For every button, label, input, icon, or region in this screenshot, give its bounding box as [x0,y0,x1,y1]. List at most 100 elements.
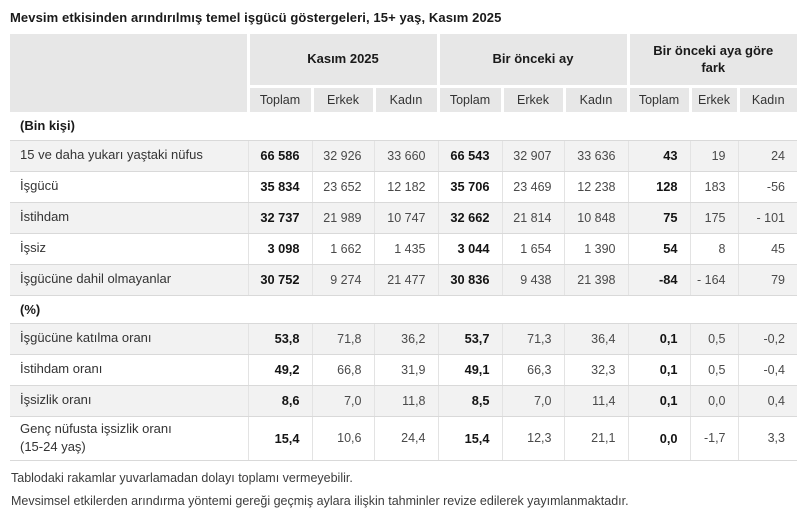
table-cell: 0,5 [689,323,738,355]
table-cell: -1,7 [689,416,738,461]
table-cell: 23 652 [311,171,374,203]
colgroup-kasim-2025: Kasım 2025 [246,34,438,88]
table-cell: 0,0 [627,416,690,461]
table-cell: 12 182 [373,171,438,203]
table-cell: 21,1 [563,416,628,461]
table-row: Genç nüfusta işsizlik oranı (15-24 yaş) … [10,416,797,461]
table-cell: 1 662 [311,233,374,265]
table-cell: 7,0 [311,385,374,417]
table-row: İşsizlik oranı 8,6 7,0 11,8 8,5 7,0 11,4… [10,385,797,417]
table-cell: 66,8 [311,354,374,386]
table-cell: 36,4 [563,323,628,355]
table-cell: 10 848 [563,202,628,234]
colgroup-bir-onceki-ay: Bir önceki ay [436,34,628,88]
table-cell: 0,0 [689,385,738,417]
table-cell: 21 814 [501,202,564,234]
labour-force-table: Kasım 2025 Bir önceki ay Bir önceki aya … [10,34,797,461]
footnotes: Tablodaki rakamlar yuvarlamadan dolayı t… [10,471,796,508]
table-cell: -56 [737,171,797,203]
table-row: İşgücü 35 834 23 652 12 182 35 706 23 46… [10,171,797,203]
table-cell: 9 438 [501,264,564,296]
table-cell: - 164 [689,264,738,296]
table-cell: 8,5 [437,385,502,417]
table-cell: 32 907 [501,140,564,172]
table-cell: 15,4 [247,416,312,461]
table-cell: 32 662 [437,202,502,234]
row-label: İşgücüne dahil olmayanlar [10,264,248,296]
row-label: İşgücüne katılma oranı [10,323,248,355]
table-cell: 3,3 [737,416,797,461]
table-cell: 36,2 [373,323,438,355]
subheader-kadin: Kadın [562,86,628,112]
table-cell: 35 706 [437,171,502,203]
table-row: İstihdam oranı 49,2 66,8 31,9 49,1 66,3 … [10,354,797,386]
table-cell: 23 469 [501,171,564,203]
subheader-kadin: Kadın [736,86,797,112]
sub-header-row: Toplam Erkek Kadın Toplam Erkek Kadın To… [10,86,797,112]
table-cell: 0,1 [627,385,690,417]
table-cell: 54 [627,233,690,265]
table-cell: 24 [737,140,797,172]
subheader-toplam: Toplam [436,86,502,112]
subheader-erkek: Erkek [688,86,738,112]
table-cell: 1 654 [501,233,564,265]
table-cell: 3 044 [437,233,502,265]
row-label: 15 ve daha yukarı yaştaki nüfus [10,140,248,172]
row-label: İşsiz [10,233,248,265]
table-cell: 9 274 [311,264,374,296]
group-header-row: Kasım 2025 Bir önceki ay Bir önceki aya … [10,34,797,112]
table-cell: 7,0 [501,385,564,417]
section-row-bin-kisi: (Bin kişi) [10,112,797,141]
table-cell: 32 737 [247,202,312,234]
table-cell: 49,1 [437,354,502,386]
table-cell: 66 586 [247,140,312,172]
section-label: (Bin kişi) [10,112,797,141]
table-cell: 10,6 [311,416,374,461]
table-cell: 0,4 [737,385,797,417]
table-cell: 19 [689,140,738,172]
table-cell: 24,4 [373,416,438,461]
table-cell: 1 435 [373,233,438,265]
row-label: Genç nüfusta işsizlik oranı (15-24 yaş) [10,416,248,461]
row-label: İşsizlik oranı [10,385,248,417]
subheader-erkek: Erkek [500,86,564,112]
table-cell: 66,3 [501,354,564,386]
table-body: (Bin kişi) 15 ve daha yukarı yaştaki nüf… [10,112,797,461]
subheader-toplam: Toplam [626,86,690,112]
section-label: (%) [10,295,797,324]
table-cell: -84 [627,264,690,296]
table-cell: 3 098 [247,233,312,265]
table-cell: 31,9 [373,354,438,386]
table-cell: 1 390 [563,233,628,265]
table-row: İşsiz 3 098 1 662 1 435 3 044 1 654 1 39… [10,233,797,265]
table-cell: 66 543 [437,140,502,172]
page-title: Mevsim etkisinden arındırılmış temel işg… [10,10,502,25]
table-cell: 128 [627,171,690,203]
table-cell: 79 [737,264,797,296]
table-cell: 30 836 [437,264,502,296]
table-cell: 183 [689,171,738,203]
footnote-rounding: Tablodaki rakamlar yuvarlamadan dolayı t… [11,470,353,485]
table-cell: 11,8 [373,385,438,417]
subheader-kadin: Kadın [372,86,438,112]
row-label: İstihdam [10,202,248,234]
corner-cell [10,34,248,112]
table-cell: 15,4 [437,416,502,461]
table-row: İşgücüne dahil olmayanlar 30 752 9 274 2… [10,264,797,296]
table-cell: 175 [689,202,738,234]
table-cell: 10 747 [373,202,438,234]
row-label: İşgücü [10,171,248,203]
table-cell: 71,3 [501,323,564,355]
table-cell: 0,1 [627,354,690,386]
table-cell: 35 834 [247,171,312,203]
table-cell: 12 238 [563,171,628,203]
row-label: İstihdam oranı [10,354,248,386]
subheader-erkek: Erkek [310,86,374,112]
footnote-revision: Mevsimsel etkilerden arındırma yöntemi g… [11,493,629,508]
table-cell: 21 477 [373,264,438,296]
table-cell: 0,1 [627,323,690,355]
table-cell: 49,2 [247,354,312,386]
section-row-percent: (%) [10,295,797,324]
table-cell: 0,5 [689,354,738,386]
table-cell: 33 660 [373,140,438,172]
